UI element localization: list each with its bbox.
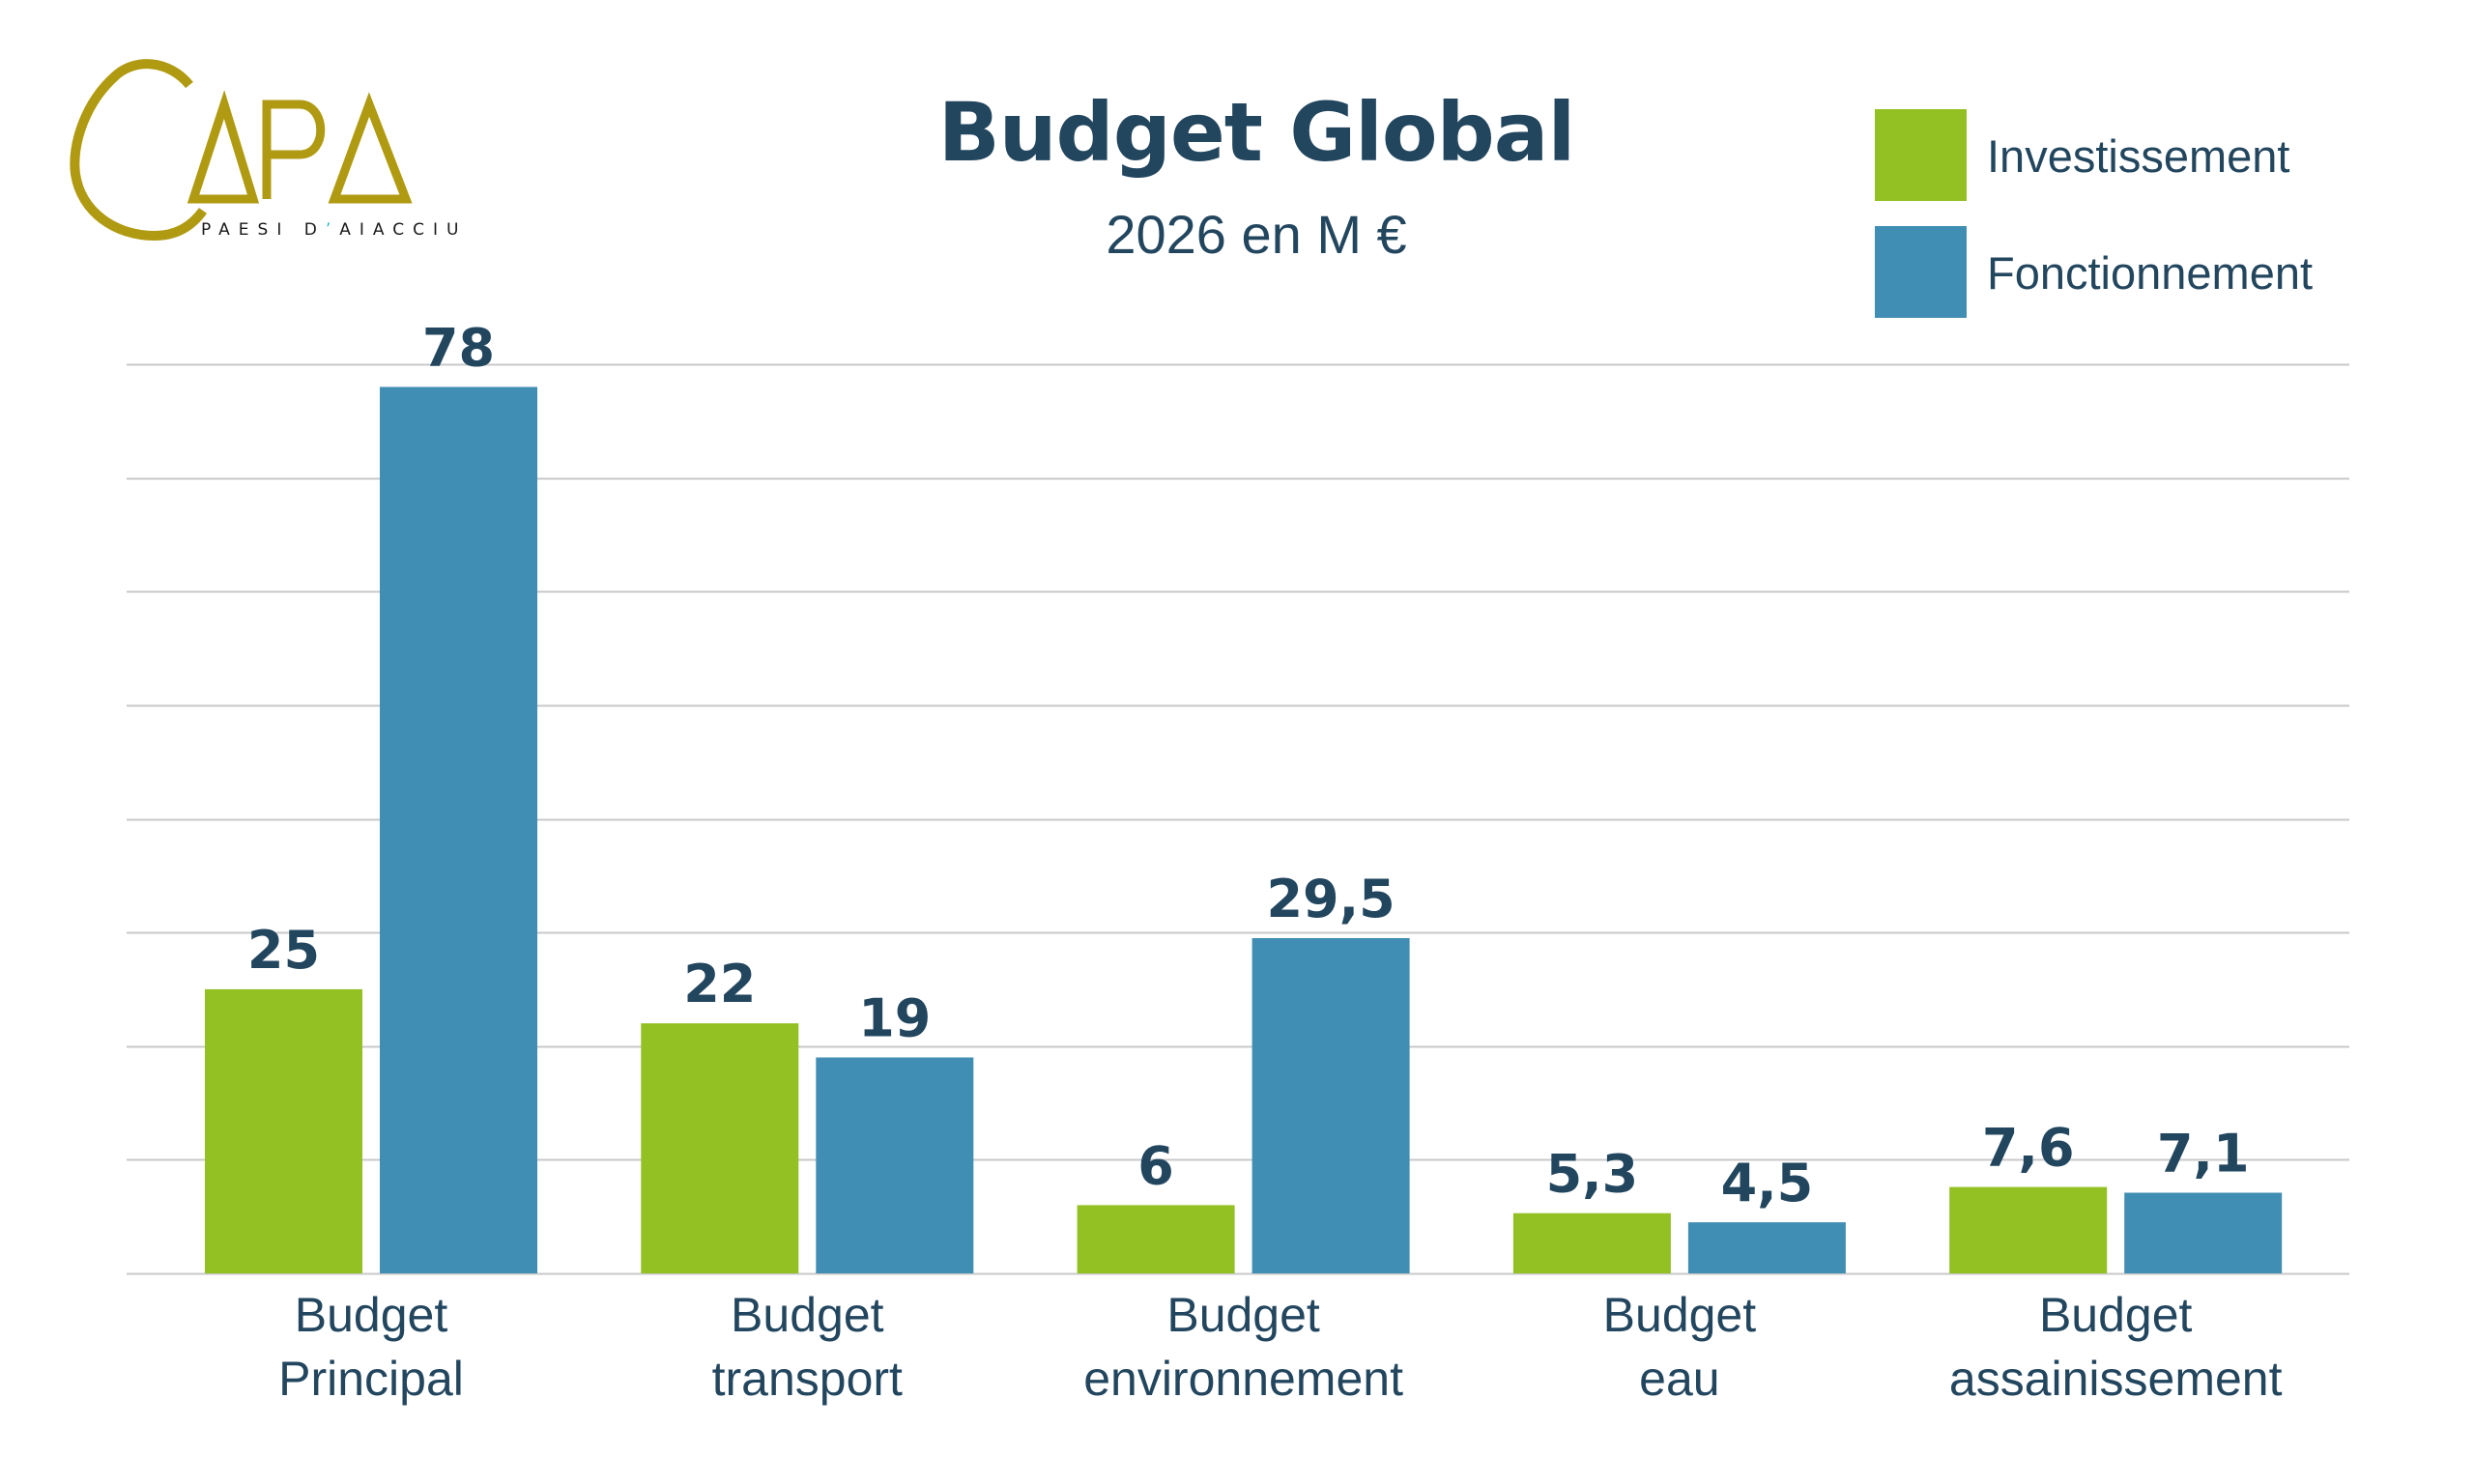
value-label-fonctionnement-3: 4,5 — [1721, 1153, 1814, 1213]
category-label-3-line-0: Budget — [1603, 1288, 1757, 1342]
value-label-fonctionnement-2: 29,5 — [1266, 869, 1395, 929]
value-label-fonctionnement-0: 78 — [422, 318, 495, 379]
value-label-investissement-1: 22 — [683, 954, 756, 1014]
logo-tagline: PAESI D’AIACCIU — [201, 220, 467, 240]
logo-letter-a1 — [187, 90, 260, 204]
legend-label-investissement: Investissement — [1987, 130, 2289, 182]
bar-investissement-4 — [1949, 1186, 2108, 1273]
category-label-1-line-0: Budget — [731, 1288, 884, 1342]
bar-investissement-3 — [1512, 1213, 1671, 1273]
bar-investissement-0 — [205, 988, 362, 1273]
category-label-0-line-0: Budget — [295, 1288, 448, 1342]
bar-investissement-1 — [641, 1023, 799, 1273]
bar-investissement-2 — [1077, 1205, 1235, 1273]
bar-fonctionnement-3 — [1687, 1222, 1846, 1273]
bars — [205, 386, 2283, 1273]
capa-logo: PAESI D’AIACCIU — [70, 59, 467, 242]
category-label-3-line-1: eau — [1639, 1352, 1719, 1406]
category-labels: Budget Principal Budget transport Budget envi… — [278, 1288, 2282, 1406]
legend-swatch-investissement — [1875, 109, 1967, 201]
logo-apostrophe: ’ — [326, 220, 339, 240]
logo-letter-a2 — [328, 92, 413, 204]
chart-subtitle: 2026 en M € — [1106, 204, 1406, 265]
bar-fonctionnement-0 — [380, 386, 537, 1273]
bar-fonctionnement-4 — [2124, 1192, 2283, 1273]
value-label-investissement-0: 25 — [247, 920, 320, 981]
category-label-4-line-0: Budget — [2039, 1288, 2193, 1342]
logo-letter-c — [70, 59, 208, 242]
value-labels: 25 78 22 19 6 29,5 5,3 4,5 7,6 7,1 — [247, 318, 2250, 1214]
category-label-0-line-1: Principal — [278, 1352, 464, 1406]
category-label-2-line-1: environnement — [1083, 1352, 1403, 1406]
legend-swatch-fonctionnement — [1875, 226, 1967, 318]
value-label-fonctionnement-4: 7,1 — [2157, 1124, 2250, 1184]
category-label-4-line-1: assainissement — [1949, 1352, 2283, 1406]
value-label-investissement-3: 5,3 — [1546, 1144, 1639, 1205]
value-label-fonctionnement-1: 19 — [858, 988, 931, 1049]
legend-label-fonctionnement: Fonctionnement — [1987, 247, 2313, 299]
logo-letter-p — [262, 100, 326, 199]
chart-title: Budget Global — [938, 85, 1575, 180]
bar-fonctionnement-2 — [1251, 938, 1410, 1273]
category-label-2-line-0: Budget — [1166, 1288, 1320, 1342]
value-label-investissement-4: 7,6 — [1982, 1118, 2075, 1179]
legend: Investissement Fonctionnement — [1875, 109, 2313, 318]
value-label-investissement-2: 6 — [1137, 1135, 1174, 1196]
category-label-1-line-1: transport — [712, 1352, 903, 1406]
bar-fonctionnement-1 — [816, 1057, 974, 1273]
